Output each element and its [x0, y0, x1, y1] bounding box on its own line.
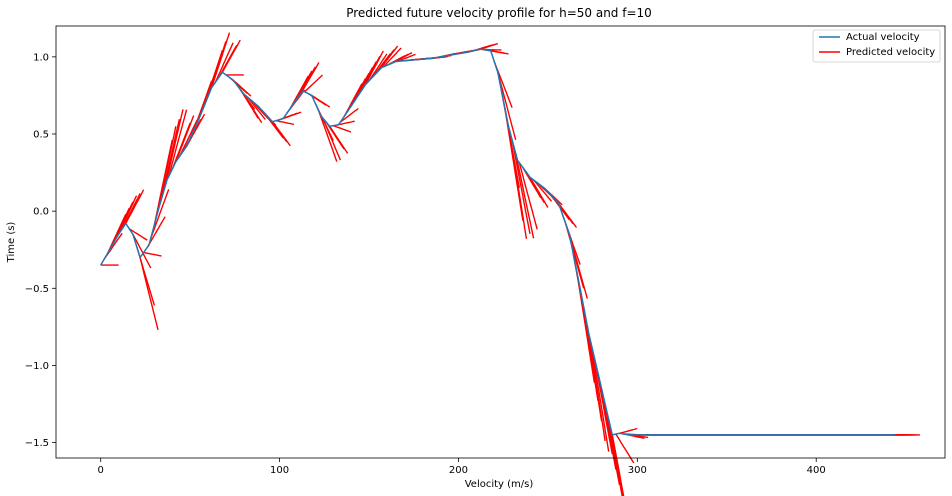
- predicted-velocity-segment: [318, 111, 338, 162]
- predicted-velocity-segment: [143, 251, 162, 257]
- chart-title: Predicted future velocity profile for h=…: [346, 6, 652, 20]
- predicted-velocity-segment: [507, 126, 528, 239]
- predicted-velocity-segment: [568, 234, 588, 299]
- predicted-velocity-segment: [518, 162, 538, 230]
- predicted-velocity-segment: [246, 96, 266, 120]
- predicted-velocity-segment: [221, 39, 241, 73]
- predicted-velocity-segment: [364, 50, 384, 85]
- y-axis-ticks: −1.5 −1.0 −0.5 0.0 0.5 1.0: [25, 52, 56, 449]
- x-tick-label: 0: [98, 465, 104, 476]
- predicted-velocity-segment: [619, 427, 638, 434]
- predicted-velocity-segment: [157, 126, 177, 212]
- predicted-velocity-segment: [160, 118, 181, 199]
- predicted-velocity-segment: [497, 72, 517, 140]
- y-tick-label: 0.5: [33, 130, 49, 141]
- predicted-velocity-segment: [321, 117, 342, 161]
- predicted-velocity-segment: [175, 115, 195, 163]
- predicted-velocity-segment: [329, 125, 349, 154]
- predicted-velocity-segment: [558, 202, 578, 228]
- predicted-velocity-segment: [397, 53, 416, 62]
- predicted-velocity-segment: [243, 93, 263, 124]
- predicted-velocity-segment: [214, 42, 234, 83]
- predicted-velocity-segment: [336, 120, 355, 126]
- predicted-velocity-segment: [515, 153, 535, 239]
- predicted-velocity-segment: [304, 74, 323, 93]
- predicted-velocity-segment: [479, 42, 499, 50]
- predicted-velocity-segment: [125, 189, 145, 224]
- predicted-velocity-segment: [150, 189, 170, 239]
- predicted-velocity-segment: [300, 62, 320, 94]
- predicted-velocity-segment: [132, 233, 152, 269]
- predicted-velocity-segment: [333, 125, 352, 133]
- x-tick-label: 400: [807, 465, 826, 476]
- predicted-velocity-segment: [139, 257, 159, 330]
- plot-frame: [55, 25, 946, 459]
- x-tick-label: 300: [628, 465, 647, 476]
- predicted-velocity-segment: [339, 107, 359, 123]
- predicted-velocity-segment: [382, 47, 402, 68]
- predicted-velocity-segment: [611, 434, 625, 496]
- predicted-velocity-segment: [168, 109, 188, 177]
- predicted-velocity-segment: [271, 121, 291, 147]
- predicted-velocity-segment: [379, 45, 399, 70]
- predicted-velocity-segment: [490, 50, 509, 55]
- y-tick-label: −1.5: [25, 438, 49, 449]
- predicted-velocity-segment: [210, 32, 231, 88]
- predicted-velocity-segment: [164, 109, 184, 187]
- y-tick-label: −0.5: [25, 284, 49, 295]
- x-tick-label: 100: [270, 465, 289, 476]
- legend: Actual velocity Predicted velocity: [812, 29, 941, 63]
- y-axis-label: Time (s): [6, 222, 17, 264]
- x-tick-label: 200: [449, 465, 468, 476]
- x-axis-ticks: 0 100 200 300 400: [98, 458, 826, 476]
- predicted-velocity-segment: [275, 119, 295, 126]
- predicted-velocity-segment: [128, 228, 148, 241]
- predicted-velocity-segment: [511, 139, 531, 235]
- y-tick-label: −1.0: [25, 361, 49, 372]
- plot-area: [100, 32, 920, 496]
- predicted-velocity-segment: [533, 179, 553, 202]
- predicted-velocity-segment: [121, 193, 141, 230]
- actual-velocity-line: [100, 48, 895, 436]
- predicted-velocity-segment: [311, 94, 331, 108]
- legend-actual-label: Actual velocity: [846, 32, 920, 43]
- predicted-velocity-segment: [368, 53, 388, 82]
- predicted-velocity-segment: [232, 79, 252, 97]
- y-tick-label: 0.0: [33, 207, 49, 218]
- predicted-velocity-segment: [393, 51, 413, 63]
- predicted-velocity-segment: [117, 195, 138, 235]
- legend-box: [812, 29, 941, 63]
- predicted-velocity-segment: [529, 176, 549, 208]
- predicted-velocity-segment: [590, 342, 610, 452]
- predicted-velocity-segment: [586, 325, 606, 442]
- y-tick-label: 1.0: [33, 52, 49, 63]
- x-axis-label: Velocity (m/s): [465, 479, 534, 490]
- legend-predicted-label: Predicted velocity: [846, 47, 935, 58]
- predicted-velocity-segment: [178, 119, 198, 157]
- predicted-velocity-segment: [282, 111, 302, 120]
